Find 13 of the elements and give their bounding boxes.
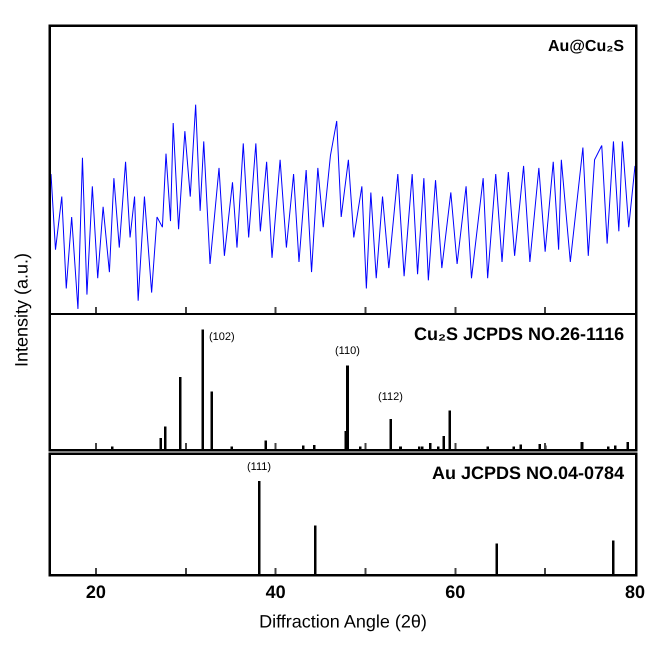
y-axis-title: Intensity (a.u.): [12, 252, 32, 368]
x-tick-label: 80: [624, 582, 646, 602]
annotation: (102): [209, 331, 235, 343]
annotation: (111): [247, 461, 272, 473]
text: Au@Cu₂S: [548, 38, 624, 55]
x-tick-label: 60: [445, 582, 466, 602]
x-tick-label: 20: [86, 582, 106, 602]
annotation: (110): [335, 345, 360, 357]
x-axis-title: Diffraction Angle (2θ): [259, 611, 427, 632]
annotation: Cu₂S JCPDS NO.26-1116: [414, 324, 624, 344]
annotation: (112): [378, 391, 403, 403]
annotation: Au JCPDS NO.04-0784: [432, 463, 624, 483]
x-tick-label: 40: [266, 582, 286, 602]
